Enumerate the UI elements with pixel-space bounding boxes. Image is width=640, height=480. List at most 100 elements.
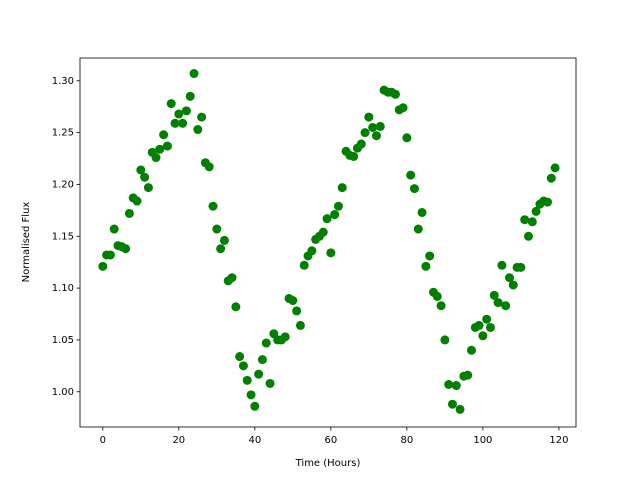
- data-point: [504, 273, 514, 283]
- data-point: [185, 91, 195, 101]
- data-point: [466, 345, 476, 355]
- data-point: [447, 399, 457, 409]
- data-point: [493, 298, 503, 308]
- data-point: [508, 280, 518, 290]
- y-axis-label: Normalised Flux: [21, 202, 32, 283]
- data-point: [421, 261, 431, 271]
- data-point: [330, 210, 340, 220]
- data-point: [356, 139, 366, 149]
- data-point: [299, 260, 309, 270]
- data-point: [337, 183, 347, 193]
- data-point: [238, 361, 248, 371]
- data-point: [406, 170, 416, 180]
- data-point: [257, 355, 267, 365]
- data-point: [189, 69, 199, 79]
- data-point: [280, 332, 290, 342]
- data-point: [360, 128, 370, 138]
- data-point: [497, 260, 507, 270]
- data-point: [364, 112, 374, 122]
- x-tick-label: 0: [100, 435, 106, 446]
- data-point: [326, 248, 336, 258]
- data-point: [295, 320, 305, 330]
- data-point: [227, 273, 237, 283]
- data-point: [436, 301, 446, 311]
- data-point: [155, 144, 165, 154]
- data-point: [178, 118, 188, 128]
- data-point: [143, 183, 153, 193]
- data-point: [432, 291, 442, 301]
- data-point: [523, 231, 533, 241]
- data-point: [520, 215, 530, 225]
- data-point: [485, 322, 495, 332]
- data-point: [170, 118, 180, 128]
- x-tick-label: 100: [473, 435, 492, 446]
- data-point: [174, 109, 184, 119]
- data-point: [216, 244, 226, 254]
- data-point: [193, 125, 203, 135]
- y-tick-label: 1.20: [52, 179, 74, 190]
- data-point: [322, 214, 332, 224]
- data-point: [463, 370, 473, 380]
- data-point: [455, 404, 465, 414]
- data-point: [292, 306, 302, 316]
- data-point: [212, 224, 222, 234]
- x-axis-label: Time (Hours): [295, 458, 361, 469]
- data-point: [98, 261, 108, 271]
- data-point: [307, 246, 317, 256]
- data-point: [288, 296, 298, 306]
- data-point: [527, 217, 537, 227]
- y-tick-label: 1.05: [52, 335, 74, 346]
- data-point: [208, 201, 218, 211]
- data-point: [231, 302, 241, 312]
- x-tick-label: 120: [549, 435, 568, 446]
- data-point: [398, 103, 408, 113]
- data-point: [440, 335, 450, 345]
- data-point: [246, 390, 256, 400]
- data-point: [265, 378, 275, 388]
- data-point: [140, 172, 150, 182]
- data-point: [105, 250, 115, 260]
- data-point: [261, 338, 271, 348]
- data-point: [235, 352, 245, 362]
- data-point: [474, 320, 484, 330]
- data-point: [375, 121, 385, 131]
- data-point: [482, 314, 492, 324]
- data-point: [254, 369, 264, 379]
- data-point: [136, 165, 146, 175]
- y-tick-label: 1.00: [52, 387, 74, 398]
- y-tick-label: 1.30: [52, 76, 74, 87]
- data-point: [151, 153, 161, 163]
- data-point: [425, 251, 435, 261]
- data-point: [550, 163, 560, 173]
- data-point: [333, 201, 343, 211]
- data-point: [219, 235, 229, 245]
- y-tick-label: 1.10: [52, 283, 74, 294]
- data-point: [349, 151, 359, 161]
- data-point: [542, 197, 552, 207]
- data-point: [516, 262, 526, 272]
- data-point: [181, 106, 191, 116]
- data-point: [546, 173, 556, 183]
- data-point: [166, 99, 176, 109]
- x-tick-label: 40: [248, 435, 261, 446]
- data-point: [478, 331, 488, 341]
- data-point: [531, 206, 541, 216]
- data-point: [124, 208, 134, 218]
- y-tick-label: 1.25: [52, 128, 74, 139]
- data-point: [371, 131, 381, 141]
- x-tick-label: 20: [172, 435, 185, 446]
- data-point: [109, 224, 119, 234]
- y-tick-label: 1.15: [52, 231, 74, 242]
- data-point: [250, 401, 260, 411]
- data-point: [413, 224, 423, 234]
- data-point: [451, 381, 461, 391]
- data-point: [242, 375, 252, 385]
- x-tick-label: 80: [400, 435, 413, 446]
- data-point: [501, 301, 511, 311]
- data-point: [368, 122, 378, 132]
- data-point: [417, 207, 427, 217]
- data-point: [197, 112, 207, 122]
- data-point: [132, 196, 142, 206]
- plot-frame: [79, 57, 577, 428]
